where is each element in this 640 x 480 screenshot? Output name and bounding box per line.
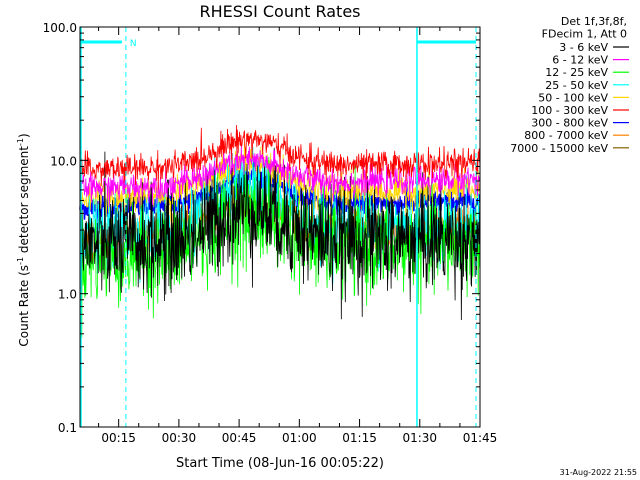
- legend-entry-label: 12 - 25 keV: [545, 66, 608, 79]
- x-tick-label: 00:15: [101, 431, 136, 445]
- legend-entry-label: 300 - 800 keV: [531, 117, 608, 130]
- series-line-12-25keV: [79, 156, 481, 338]
- chart-title: RHESSI Count Rates: [200, 2, 361, 21]
- night-markers: N: [80, 27, 477, 427]
- y-tick-label: 1.0: [58, 288, 77, 302]
- y-label-main: Count Rate (s: [17, 265, 31, 347]
- legend-entry-label: 50 - 100 keV: [538, 91, 608, 104]
- y-label-sup2: -1: [16, 138, 25, 146]
- legend-header-line: Det 1f,3f,8f,: [561, 15, 627, 28]
- y-label-end: ): [17, 133, 31, 138]
- x-tick-label: 01:45: [463, 431, 498, 445]
- axes: 00:15 00:30 00:45 01:00 01:15 01:30 01:45 0.1 1.…: [43, 21, 498, 445]
- legend-entry-label: 6 - 12 keV: [552, 54, 608, 67]
- x-tick-label: 01:30: [402, 431, 437, 445]
- y-label-sup1: -1: [16, 257, 25, 265]
- plot-frame: [79, 26, 481, 428]
- x-tick-label: 00:30: [162, 431, 197, 445]
- night-label: N: [130, 39, 137, 49]
- series-layer: [79, 124, 481, 338]
- series-line-100-300keV: [79, 124, 481, 189]
- y-tick-label: 0.1: [58, 421, 77, 435]
- legend-entry-label: 7000 - 15000 keV: [510, 142, 608, 155]
- legend-entry-label: 800 - 7000 keV: [524, 129, 608, 142]
- y-tick-label: 10.0: [50, 154, 77, 168]
- render-timestamp: 31-Aug-2022 21:55: [560, 468, 637, 477]
- legend-header-line: FDecim 1, Att 0: [542, 28, 627, 41]
- y-label-mid: detector segment: [17, 146, 31, 257]
- x-axis-label: Start Time (08-Jun-16 00:05:22): [176, 456, 384, 471]
- series-line-3-6keV: [79, 147, 481, 321]
- x-tick-label: 01:15: [342, 431, 377, 445]
- x-tick-label: 00:45: [222, 431, 257, 445]
- legend-entry-label: 3 - 6 keV: [559, 41, 608, 54]
- x-tick-label: 01:00: [282, 431, 317, 445]
- legend-entry-label: 100 - 300 keV: [531, 104, 608, 117]
- y-axis-label: Count Rate (s-1 detector segment-1): [16, 133, 31, 346]
- legend-entry-label: 25 - 50 keV: [545, 79, 608, 92]
- y-tick-label: 100.0: [43, 21, 77, 35]
